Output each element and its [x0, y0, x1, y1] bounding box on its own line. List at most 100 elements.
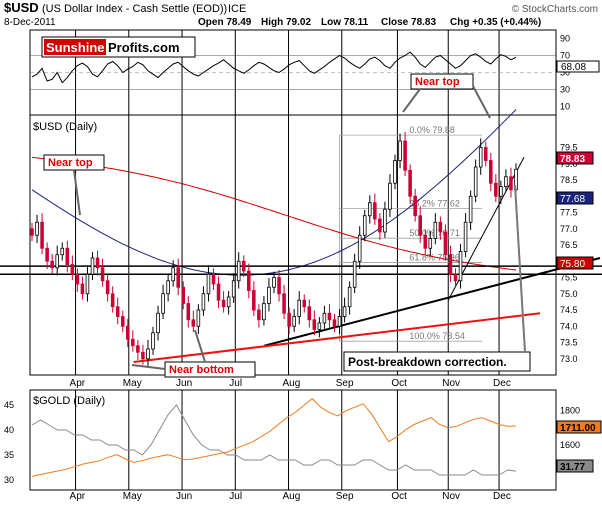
- price-y-tick-label: 77.5: [560, 208, 578, 218]
- candle-body: [156, 312, 160, 334]
- candle-body: [347, 286, 352, 308]
- candle-body: [30, 228, 34, 236]
- price-y-tick-label: 73.5: [560, 338, 578, 348]
- candle-body: [428, 238, 433, 249]
- price-ma-red-box: 75.80: [556, 256, 594, 270]
- near-top-left-text: Near top: [48, 157, 93, 169]
- post-breakdown-pointer: [514, 184, 526, 353]
- candle-body: [352, 260, 357, 288]
- near-bottom-pointer-a: [131, 364, 166, 370]
- price-y-tick-label: 76.5: [560, 240, 578, 250]
- callout-near-bottom: Near bottom: [131, 329, 256, 378]
- candle-body: [105, 280, 110, 295]
- candle-body: [226, 296, 231, 308]
- candle-body: [115, 306, 120, 317]
- candle-body: [176, 267, 180, 288]
- candle-body: [241, 260, 246, 272]
- candle-body: [35, 221, 39, 236]
- price-x-tick-label: Apr: [70, 378, 86, 389]
- post-breakdown-text: Post-breakdown correction.: [348, 355, 507, 369]
- candle-body: [332, 319, 337, 327]
- candle-body: [357, 234, 362, 262]
- candle-body: [186, 303, 191, 321]
- price-last-close-box: 78.83: [556, 151, 594, 165]
- exchange-label: ICE: [228, 3, 246, 15]
- candle-body: [368, 202, 372, 217]
- price-x-tick-label: Aug: [283, 378, 301, 389]
- candle-body: [181, 286, 186, 304]
- price-y-tick-label: 78.5: [560, 175, 578, 185]
- candle-body: [100, 267, 105, 282]
- candle-body: [267, 286, 271, 304]
- near-bottom-pointer-b: [194, 329, 206, 363]
- candle-body: [90, 257, 95, 275]
- candle-body: [70, 264, 75, 275]
- gold-x-tick-label: Dec: [493, 491, 511, 502]
- rsi-y-tick-label: 10: [560, 102, 570, 112]
- sunshine-profits-logo: Sunshine Profits.com: [41, 36, 196, 58]
- price-x-tick-label: Jun: [176, 378, 192, 389]
- candle-body: [443, 231, 448, 256]
- gold-x-tick-label: Oct: [391, 491, 407, 502]
- candle-body: [317, 322, 322, 330]
- price-x-tick-label: May: [123, 378, 142, 389]
- candle-body: [206, 273, 211, 295]
- candle-body: [282, 293, 286, 314]
- svg-text:75.80: 75.80: [560, 259, 585, 270]
- candle-body: [287, 312, 291, 327]
- chart-date: 8-Dec-2011: [4, 17, 56, 28]
- symbol-description: (US Dollar Index - Cash Settle (EOD)): [42, 3, 227, 15]
- gold-panel-label: $GOLD (Daily): [33, 395, 105, 407]
- fib-level-label: 38.2% 77.62: [409, 199, 460, 209]
- axis-layer: Apr Apr May May Jun Jun Jul Jul Aug Aug Sep Sep Oct O…: [4, 34, 580, 503]
- candle-body: [307, 306, 312, 321]
- near-top-right-pointer-b: [472, 85, 491, 119]
- candle-body: [418, 215, 422, 236]
- candle-body: [221, 299, 226, 308]
- candle-body: [247, 270, 251, 291]
- candle-body: [509, 176, 513, 191]
- candle-body: [312, 319, 317, 330]
- symbol-title: $USD: [4, 0, 39, 15]
- candle-body: [458, 251, 463, 282]
- price-panel-label: $USD (Daily): [33, 121, 97, 133]
- candle-body: [171, 267, 175, 282]
- candle-body: [40, 221, 44, 249]
- candle-body: [388, 182, 392, 210]
- candle-body: [191, 319, 196, 327]
- price-x-tick-label: Oct: [391, 378, 407, 389]
- open-value: Open 78.49: [198, 17, 252, 28]
- candle-body: [423, 234, 428, 249]
- candle-body: [468, 195, 473, 223]
- price-y-tick-label: 75.5: [560, 273, 578, 283]
- black-trendline: [264, 257, 601, 347]
- near-top-left-pointer: [73, 169, 81, 216]
- fib-level-label: 100.0% 73.54: [409, 331, 465, 341]
- candle-body: [65, 247, 70, 265]
- price-y-tick-label: 77.0: [560, 224, 578, 234]
- candle-body: [236, 260, 241, 282]
- gold-left-tick-label: 45: [4, 400, 14, 410]
- candle-body: [373, 202, 377, 220]
- candle-body: [161, 293, 165, 314]
- gold-last-value-box: 1711.00: [556, 420, 602, 434]
- candle-body: [146, 348, 150, 360]
- candle-body: [272, 277, 276, 288]
- fib-level-label: 61.8% 75.96: [409, 253, 460, 263]
- candle-body: [45, 247, 49, 262]
- svg-text:68.08: 68.08: [561, 62, 586, 73]
- gold-x-tick-label: Nov: [442, 491, 460, 502]
- price-ma-blue-box: 77.68: [556, 191, 594, 205]
- gold-x-tick-label: Apr: [70, 491, 86, 502]
- source-credit: © StockCharts.com: [512, 4, 598, 15]
- candle-body: [75, 273, 80, 285]
- logo-part-sunshine: Sunshine: [46, 40, 105, 55]
- candle-body: [257, 309, 261, 321]
- usd-overlay-last-value-box: 31.77: [556, 459, 594, 473]
- candle-body: [80, 283, 85, 295]
- gold-right-tick-label: 1600: [560, 440, 580, 450]
- gold-left-tick-label: 40: [4, 425, 14, 435]
- candle-body: [378, 218, 382, 233]
